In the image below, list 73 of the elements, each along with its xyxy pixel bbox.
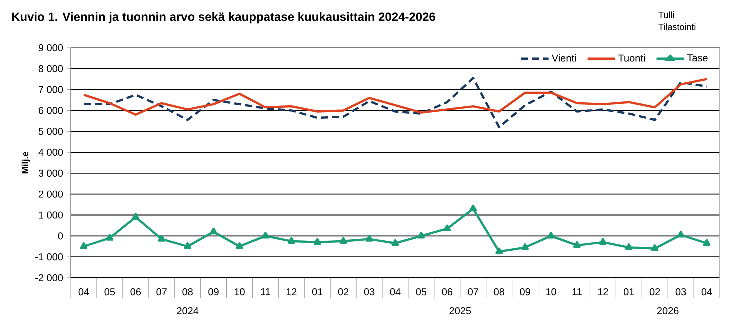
- point: [444, 224, 452, 232]
- point: [106, 234, 114, 241]
- point: [418, 232, 426, 239]
- x-tick-label: 05: [416, 288, 427, 296]
- point: [288, 237, 296, 244]
- point: [158, 235, 166, 242]
- y-tick-label: 5 000: [38, 128, 64, 136]
- legend-label: Tase: [687, 54, 708, 62]
- y-axis-title: Milj.e: [22, 152, 30, 174]
- x-tick-label: 12: [286, 288, 297, 296]
- point: [184, 242, 192, 250]
- x-tick-label: 11: [572, 288, 582, 296]
- x-tick-label: 03: [364, 288, 375, 296]
- text: Tilastointi: [658, 24, 696, 30]
- y-tick-label: -2 000: [36, 274, 64, 282]
- point: [677, 231, 685, 238]
- x-tick-label: 05: [104, 288, 116, 296]
- point: [210, 228, 218, 235]
- chart-title: Kuvio 1. Viennin ja tuonnin arvo sekä kauppatase kuukausittain 2024-2026: [12, 12, 436, 24]
- point: [366, 235, 374, 242]
- x-tick-label: 04: [702, 288, 712, 296]
- x-tick-label: 08: [494, 288, 504, 296]
- point: [132, 213, 140, 220]
- y-tick-label: 0: [58, 232, 64, 240]
- x-tick-label: 01: [624, 288, 634, 296]
- y-tick-label: 4 000: [38, 148, 64, 156]
- y-tick-label: 1 000: [39, 212, 64, 219]
- x-tick-label: 11: [261, 288, 270, 296]
- point: [599, 238, 607, 246]
- x-tick-label: 08: [182, 288, 193, 296]
- legend-label: Tuonti: [618, 54, 645, 62]
- x-tick-label: 01: [312, 288, 323, 296]
- legend-label: Vienti: [552, 54, 576, 62]
- y-tick-label: 3 000: [38, 170, 64, 177]
- x-tick-label: 02: [338, 288, 349, 296]
- y-tick-label: 8 000: [38, 65, 64, 72]
- x-tick-label: 12: [598, 288, 608, 296]
- x-tick-label: 07: [468, 288, 478, 296]
- x-tick-label: 07: [156, 288, 167, 296]
- x-tick-label: 02: [650, 288, 660, 296]
- x-tick-label: 04: [390, 288, 401, 296]
- x-tick-label: 10: [234, 288, 245, 296]
- x-tick-label: 03: [676, 288, 686, 296]
- text: 2026: [657, 307, 679, 315]
- point: [651, 244, 659, 252]
- text: 2024: [177, 307, 199, 315]
- point: [625, 244, 633, 250]
- point: [80, 242, 88, 250]
- point: [262, 232, 270, 239]
- x-tick-label: 09: [520, 288, 530, 296]
- point: [522, 244, 529, 250]
- point: [236, 242, 244, 250]
- y-tick-label: -1 000: [36, 254, 64, 261]
- text: 2025: [450, 307, 472, 315]
- y-tick-label: 6 000: [38, 107, 64, 114]
- point: [340, 237, 348, 244]
- point: [703, 239, 711, 246]
- x-tick-label: 09: [208, 288, 219, 296]
- y-tick-label: 2 000: [38, 190, 64, 198]
- point: [496, 248, 504, 254]
- point: [392, 239, 400, 246]
- x-tick-label: 10: [546, 288, 556, 296]
- point: [548, 232, 555, 239]
- line-series: [82, 77, 708, 129]
- point: [314, 238, 322, 246]
- point: [574, 241, 581, 248]
- text: Tulli: [658, 12, 674, 18]
- x-tick-label: 04: [78, 288, 90, 296]
- x-tick-label: 06: [130, 288, 142, 296]
- y-tick-label: 7 000: [38, 86, 64, 94]
- x-tick-label: 06: [442, 288, 453, 296]
- point: [470, 204, 478, 212]
- y-tick-label: 9 000: [38, 44, 64, 52]
